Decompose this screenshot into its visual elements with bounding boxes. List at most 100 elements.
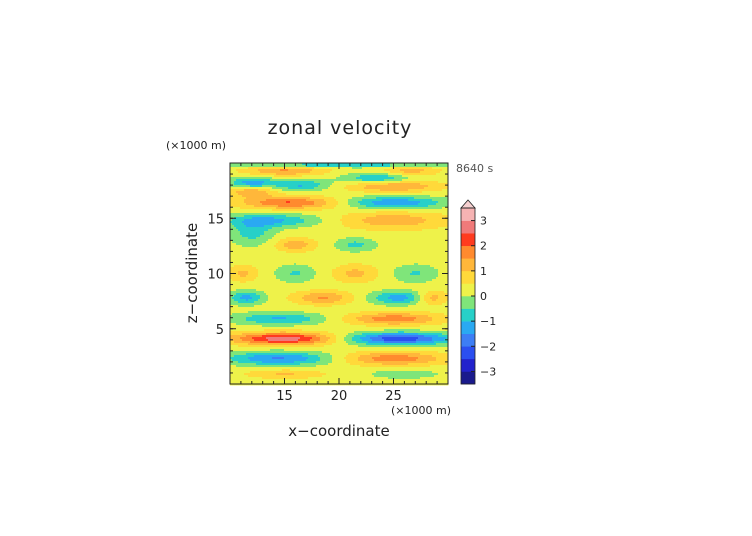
field-cell [306,237,309,240]
field-cell [238,211,241,214]
field-cell [384,205,387,208]
field-cell [238,251,241,254]
field-cell [284,179,287,182]
field-cell [442,211,445,214]
field-cell [370,171,373,174]
field-cell [322,175,325,178]
field-cell [232,215,235,218]
field-cell [270,253,273,256]
field-cell [434,217,437,220]
field-cell [248,189,251,192]
field-cell [390,205,393,208]
field-cell [344,213,347,216]
field-cell [366,173,369,176]
field-cell [402,247,405,250]
field-cell [360,193,363,196]
field-cell [248,221,251,224]
field-cell [348,197,351,200]
field-cell [298,175,301,178]
field-cell [286,221,289,224]
field-cell [402,241,405,244]
field-cell [310,223,313,226]
field-cell [292,175,295,178]
field-cell [318,177,321,180]
field-cell [310,217,313,220]
field-cell [330,211,333,214]
field-cell [376,237,379,240]
field-cell [288,233,291,236]
field-cell [340,241,343,244]
field-cell [432,247,435,250]
field-cell [368,173,371,176]
field-cell [346,179,349,182]
field-cell [270,191,273,194]
field-cell [428,207,431,210]
field-cell [258,241,261,244]
field-cell [252,251,255,254]
field-cell [304,183,307,186]
field-cell [360,177,363,180]
field-cell [262,227,265,230]
field-cell [428,177,431,180]
field-cell [360,207,363,210]
field-cell [374,177,377,180]
field-cell [360,227,363,230]
field-cell [378,179,381,182]
field-cell [362,205,365,208]
field-cell [274,207,277,210]
field-cell [424,173,427,176]
field-cell [250,183,253,186]
field-cell [356,217,359,220]
field-cell [404,201,407,204]
field-cell [318,195,321,198]
field-cell [236,237,239,240]
field-cell [360,217,363,220]
field-cell [380,189,383,192]
field-cell [422,241,425,244]
field-cell [392,179,395,182]
field-cell [266,209,269,212]
field-cell [374,215,377,218]
field-cell [234,251,237,254]
field-cell [282,173,285,176]
field-cell [320,183,323,186]
field-cell [278,221,281,224]
field-cell [254,221,257,224]
field-cell [284,227,287,230]
field-cell [270,251,273,254]
field-cell [312,219,315,222]
field-cell [402,205,405,208]
field-cell [312,247,315,250]
field-cell [364,225,367,228]
field-cell [258,203,261,206]
field-cell [286,201,289,204]
field-cell [424,225,427,228]
field-cell [240,253,243,256]
field-cell [380,187,383,190]
field-cell [416,193,419,196]
field-cell [350,233,353,236]
field-cell [234,169,237,172]
field-cell [306,211,309,214]
field-cell [372,175,375,178]
field-cell [408,247,411,250]
field-cell [292,187,295,190]
field-cell [302,251,305,254]
field-cell [244,167,247,170]
field-cell [328,177,331,180]
field-cell [432,193,435,196]
field-cell [438,245,441,248]
field-cell [234,173,237,176]
field-cell [238,181,241,184]
field-cell [230,199,233,202]
field-cell [288,223,291,226]
field-cell [344,173,347,176]
field-cell [374,217,377,220]
field-cell [252,189,255,192]
field-cell [446,209,449,212]
field-cell [372,193,375,196]
field-cell [292,193,295,196]
field-cell [278,239,281,242]
field-cell [322,179,325,182]
field-cell [270,239,273,242]
